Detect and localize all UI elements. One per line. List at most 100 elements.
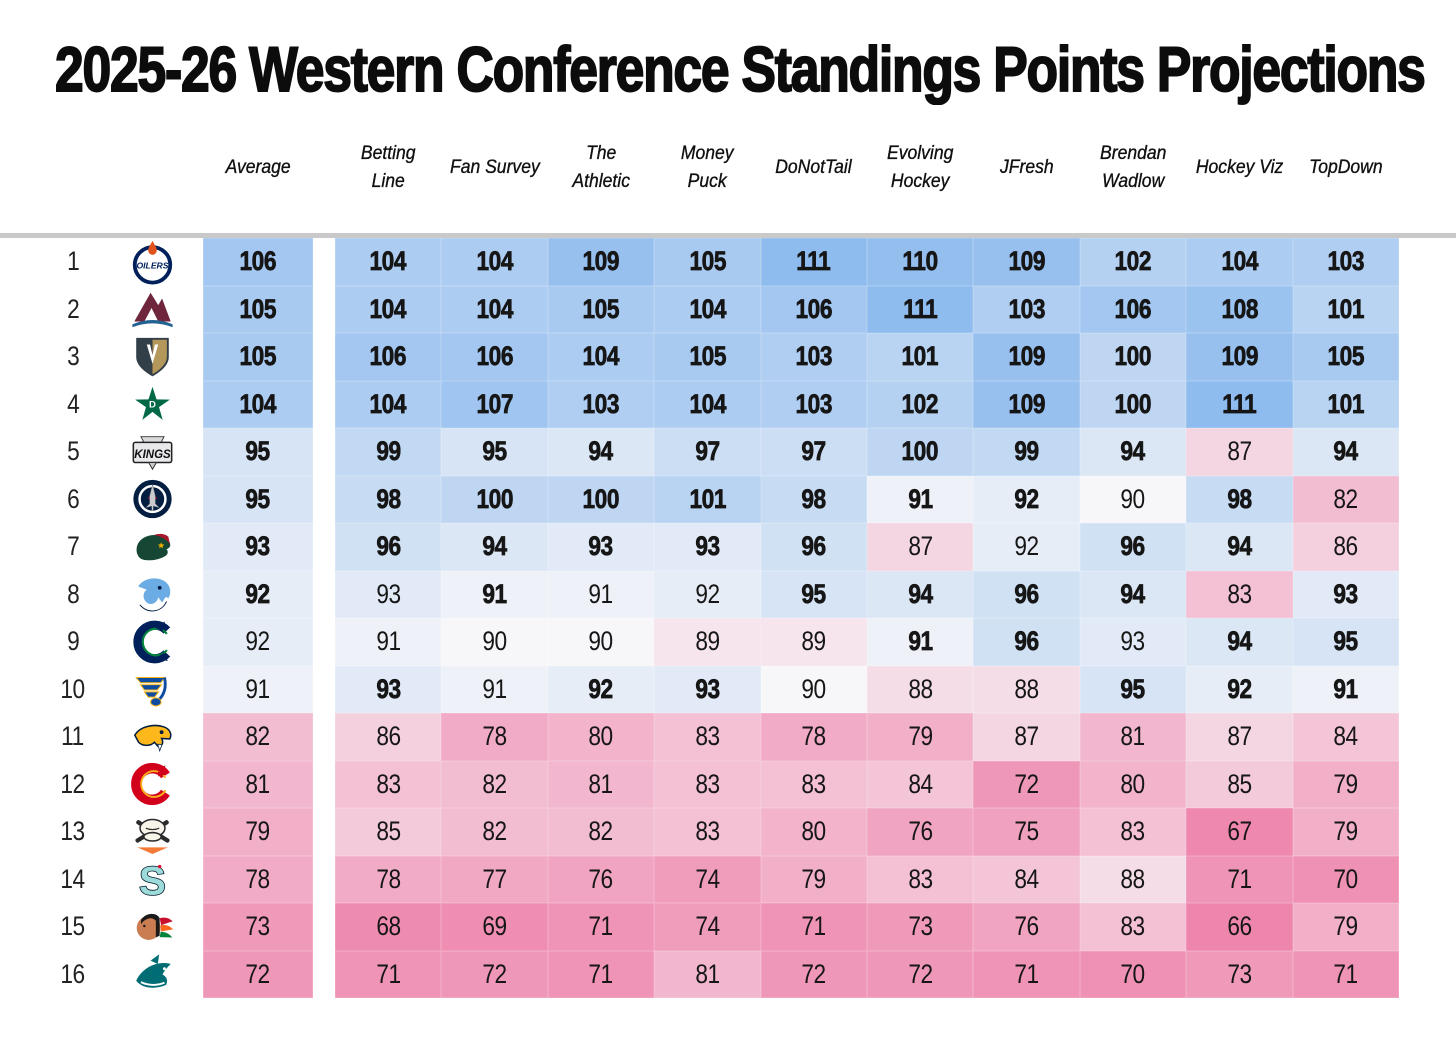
- chicago-blackhawks-logo: [110, 903, 203, 951]
- value-cell-minnesota-wild-money-puck: 93: [654, 523, 761, 571]
- value-cell-edmonton-oilers-topdown: 103: [1292, 238, 1399, 286]
- value-cell-utah-mammoth-evolving-hockey: 94: [866, 570, 974, 618]
- value-cell-chicago-blackhawks-brendan-wadlow: 83: [1079, 903, 1187, 951]
- table-row-seattle-kraken: 14 S 78 78 77 76 74 79 83 84 88 71 70: [0, 855, 1456, 903]
- value-cell-colorado-avalanche-brendan-wadlow: 106: [1079, 285, 1187, 333]
- value-cell-san-jose-sharks-hockey-viz: 73: [1186, 950, 1293, 998]
- rank-label: 2: [66, 293, 80, 324]
- table-row-edmonton-oilers: 1 OILERS 106 104 104 109 105 111 110 109 102 104 10…: [0, 238, 1456, 286]
- value-cell-seattle-kraken-money-puck: 74: [654, 855, 761, 903]
- value-cell-anaheim-ducks-evolving-hockey: 76: [866, 808, 974, 856]
- average-gap-spacer: [313, 808, 335, 856]
- value-cell-nashville-predators-evolving-hockey: 79: [866, 713, 974, 761]
- average-gap-spacer: [313, 665, 335, 713]
- value-cell-chicago-blackhawks-the-athletic: 71: [547, 903, 655, 951]
- value-cell-edmonton-oilers-donottail: 111: [760, 238, 867, 286]
- column-header-average: Average: [225, 155, 291, 178]
- value-cell-los-angeles-kings-brendan-wadlow: 94: [1079, 428, 1187, 476]
- column-header-evolving-hockey: Evolving Hockey: [886, 142, 954, 192]
- table-row-vancouver-canucks: 9 92 91 90 90 89 89 91 96 93 94 95: [0, 618, 1456, 666]
- utah-mammoth-logo: [110, 571, 203, 619]
- value-cell-san-jose-sharks-evolving-hockey: 72: [866, 950, 974, 998]
- average-gap-spacer: [313, 238, 335, 286]
- value-cell-colorado-avalanche-evolving-hockey: 111: [866, 285, 974, 333]
- value-cell-utah-mammoth-betting-line: 93: [335, 570, 442, 618]
- value-cell-edmonton-oilers-betting-line: 104: [335, 238, 442, 286]
- value-cell-anaheim-ducks-hockey-viz: 67: [1186, 808, 1293, 856]
- value-cell-calgary-flames-brendan-wadlow: 80: [1079, 760, 1187, 808]
- value-cell-anaheim-ducks-average: 79: [203, 808, 313, 856]
- value-cell-edmonton-oilers-the-athletic: 109: [547, 238, 655, 286]
- value-cell-winnipeg-jets-jfresh: 92: [973, 475, 1080, 523]
- value-cell-st-louis-blues-fan-survey: 91: [441, 665, 548, 713]
- column-header-hockey-viz: Hockey Viz: [1195, 155, 1284, 178]
- dallas-stars-logo: D: [110, 381, 203, 429]
- value-cell-winnipeg-jets-the-athletic: 100: [547, 475, 655, 523]
- table-row-calgary-flames: 12 81 83 82 81 83 83 84 72 80 85 79: [0, 760, 1456, 808]
- value-cell-nashville-predators-money-puck: 83: [654, 713, 761, 761]
- value-cell-san-jose-sharks-money-puck: 81: [654, 950, 761, 998]
- value-cell-vancouver-canucks-donottail: 89: [760, 618, 867, 666]
- value-cell-winnipeg-jets-betting-line: 98: [335, 475, 442, 523]
- value-cell-nashville-predators-hockey-viz: 87: [1186, 713, 1293, 761]
- value-cell-colorado-avalanche-average: 105: [203, 285, 313, 333]
- value-cell-seattle-kraken-donottail: 79: [760, 855, 867, 903]
- value-cell-calgary-flames-money-puck: 83: [654, 760, 761, 808]
- column-header-jfresh: JFresh: [999, 155, 1054, 178]
- value-cell-vegas-golden-knights-topdown: 105: [1292, 333, 1399, 381]
- value-cell-vegas-golden-knights-evolving-hockey: 101: [866, 333, 974, 381]
- value-cell-san-jose-sharks-topdown: 71: [1292, 950, 1399, 998]
- value-cell-st-louis-blues-evolving-hockey: 88: [866, 665, 974, 713]
- rank-label: 10: [60, 673, 86, 704]
- value-cell-dallas-stars-jfresh: 109: [973, 380, 1080, 428]
- page-title: 2025-26 Western Conference Standings Poi…: [54, 35, 1426, 105]
- svg-text:KINGS: KINGS: [134, 449, 171, 461]
- value-cell-utah-mammoth-brendan-wadlow: 94: [1079, 570, 1187, 618]
- value-cell-seattle-kraken-average: 78: [203, 855, 313, 903]
- value-cell-dallas-stars-money-puck: 104: [654, 380, 761, 428]
- colorado-avalanche-logo: [110, 286, 203, 334]
- value-cell-edmonton-oilers-evolving-hockey: 110: [866, 238, 974, 286]
- value-cell-los-angeles-kings-evolving-hockey: 100: [866, 428, 974, 476]
- value-cell-nashville-predators-donottail: 78: [760, 713, 867, 761]
- value-cell-nashville-predators-jfresh: 87: [973, 713, 1080, 761]
- value-cell-utah-mammoth-topdown: 93: [1292, 570, 1399, 618]
- value-cell-vegas-golden-knights-average: 105: [203, 333, 313, 381]
- average-gap-spacer: [313, 428, 335, 476]
- value-cell-st-louis-blues-money-puck: 93: [654, 665, 761, 713]
- value-cell-minnesota-wild-betting-line: 96: [335, 523, 442, 571]
- san-jose-sharks-logo: [110, 951, 203, 999]
- value-cell-seattle-kraken-betting-line: 78: [335, 855, 442, 903]
- value-cell-seattle-kraken-jfresh: 84: [973, 855, 1080, 903]
- rank-label: 8: [66, 578, 80, 609]
- table-row-colorado-avalanche: 2 105 104 104 105 104 106 111 103 106 108 101: [0, 285, 1456, 334]
- value-cell-los-angeles-kings-betting-line: 99: [335, 428, 442, 476]
- value-cell-colorado-avalanche-donottail: 106: [760, 285, 867, 333]
- average-gap-spacer: [313, 950, 335, 998]
- value-cell-minnesota-wild-topdown: 86: [1292, 523, 1399, 571]
- value-cell-st-louis-blues-donottail: 90: [760, 665, 867, 713]
- value-cell-vancouver-canucks-jfresh: 96: [973, 618, 1080, 666]
- value-cell-edmonton-oilers-hockey-viz: 104: [1186, 238, 1293, 286]
- column-header-brendan-wadlow: Brendan Wadlow: [1099, 142, 1167, 192]
- value-cell-los-angeles-kings-fan-survey: 95: [441, 428, 548, 476]
- table-row-los-angeles-kings: 5 KINGS 95 99 95 94 97 97 100 99 94 87 94: [0, 428, 1456, 476]
- table-row-dallas-stars: 4 D 104 104 107 103 104 103 102 109 100 111 101: [0, 380, 1456, 429]
- value-cell-minnesota-wild-hockey-viz: 94: [1186, 523, 1293, 571]
- value-cell-vegas-golden-knights-the-athletic: 104: [547, 333, 655, 381]
- value-cell-los-angeles-kings-average: 95: [203, 428, 313, 476]
- column-header-topdown: TopDown: [1308, 155, 1383, 178]
- rank-label: 16: [60, 958, 86, 989]
- value-cell-vancouver-canucks-fan-survey: 90: [441, 618, 548, 666]
- value-cell-winnipeg-jets-evolving-hockey: 91: [866, 475, 974, 523]
- st-louis-blues-logo: [110, 666, 203, 714]
- average-gap-spacer: [313, 760, 335, 808]
- vancouver-canucks-logo: [110, 618, 203, 666]
- value-cell-st-louis-blues-the-athletic: 92: [547, 665, 655, 713]
- value-cell-colorado-avalanche-jfresh: 103: [973, 285, 1080, 333]
- rank-label: 1: [66, 246, 80, 277]
- svg-text:OILERS: OILERS: [136, 260, 168, 270]
- value-cell-utah-mammoth-money-puck: 92: [654, 570, 761, 618]
- value-cell-san-jose-sharks-fan-survey: 72: [441, 950, 548, 998]
- value-cell-colorado-avalanche-the-athletic: 105: [547, 285, 655, 333]
